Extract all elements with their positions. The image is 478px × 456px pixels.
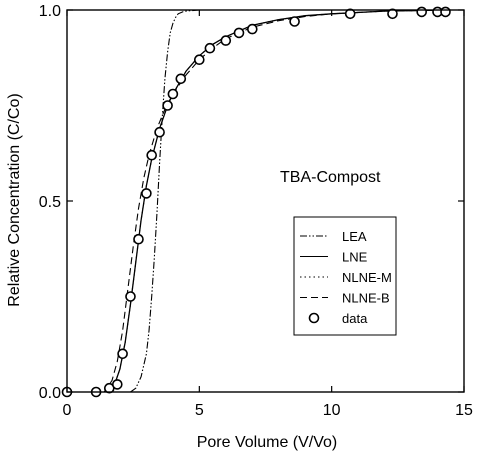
data-point [289,16,300,27]
data-point [154,126,165,138]
data-point [141,188,152,199]
data-point [440,6,451,18]
legend-label: NLNE-B [342,291,390,306]
data-point [162,100,173,111]
data-point [204,42,216,54]
x-tick-label: 10 [323,402,341,419]
legend-label: LNE [342,250,368,265]
data-point [220,35,232,46]
data-point [167,88,179,100]
chart-annotation: TBA-Compost [280,169,381,186]
data-point [233,27,245,39]
data-point [416,6,428,18]
series-line-lne [106,9,451,393]
x-tick-label: 15 [455,402,473,419]
x-tick-label: 5 [195,402,204,419]
y-tick-label: 1.0 [39,3,61,20]
data-point [112,379,123,390]
data-point [146,149,157,161]
data-point [247,23,258,35]
axes-layer: 0 5 10 15 0.0 0.5 1.0 [39,3,473,419]
x-tick-label: 0 [63,402,72,419]
data-point [194,54,205,66]
legend: LEA LNE NLNE-M NLNE-B data [293,216,397,336]
legend-swatch-data [308,312,320,324]
legend-label: data [342,311,368,326]
plot-layer [61,6,464,398]
y-tick-label: 0.0 [39,385,61,402]
legend-label: LEA [342,229,367,244]
data-point [117,348,128,360]
data-point [125,291,136,302]
series-line-nlne-m [106,9,451,393]
series-line-lea [130,9,464,393]
series-line-nlne-b [103,9,451,393]
y-axis-label: Relative Concentration (C/Co) [6,93,23,306]
y-tick-label: 0.5 [39,194,61,211]
data-point [175,73,187,85]
data-point [133,233,144,245]
legend-label: NLNE-M [342,270,392,285]
x-axis-label: Pore Volume (V/Vo) [197,434,338,451]
